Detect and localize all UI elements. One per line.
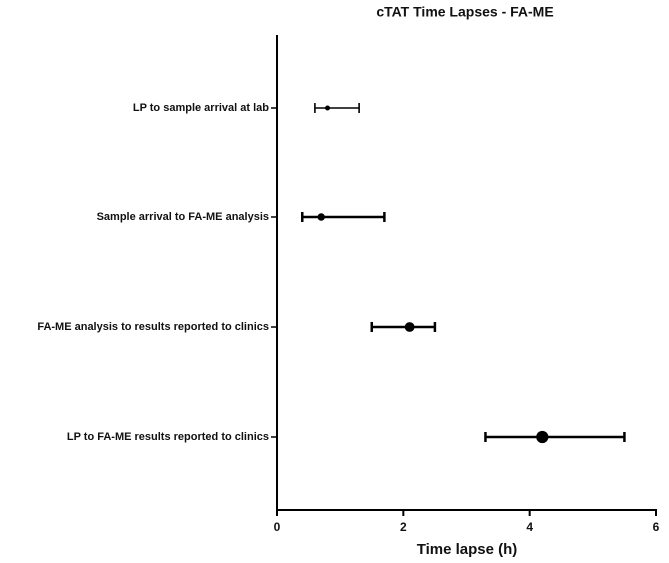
x-tick-label: 4 bbox=[526, 520, 533, 534]
x-tick-label: 2 bbox=[400, 520, 407, 534]
dot bbox=[404, 322, 415, 332]
x-axis-label: Time lapse (h) bbox=[417, 541, 518, 558]
y-tick-label: Sample arrival to FA-ME analysis bbox=[97, 211, 269, 223]
dot bbox=[317, 213, 325, 221]
dot bbox=[536, 430, 549, 444]
chart-title: cTAT Time Lapses - FA-ME bbox=[376, 4, 553, 20]
y-tick-label: FA-ME analysis to results reported to cl… bbox=[37, 321, 269, 333]
x-tick-label: 6 bbox=[653, 520, 660, 534]
dot bbox=[325, 105, 331, 111]
x-tick-label: 0 bbox=[274, 520, 281, 534]
y-tick-label: LP to FA-ME results reported to clinics bbox=[67, 431, 269, 443]
y-tick-label: LP to sample arrival at lab bbox=[133, 102, 269, 114]
